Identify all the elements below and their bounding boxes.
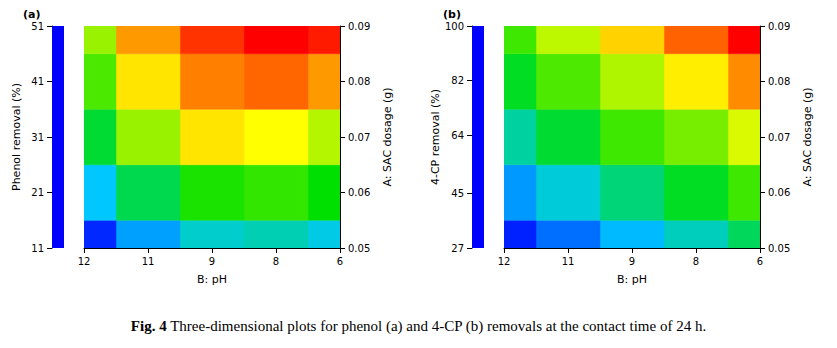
- svg-text:B: pH: B: pH: [617, 273, 647, 286]
- svg-text:9: 9: [209, 256, 215, 267]
- svg-text:0.08: 0.08: [768, 76, 790, 87]
- svg-text:4-CP removal (%): 4-CP removal (%): [429, 89, 442, 185]
- svg-text:6: 6: [337, 256, 343, 267]
- svg-text:31: 31: [31, 132, 44, 143]
- svg-text:A: SAC dosage (g): A: SAC dosage (g): [801, 87, 814, 186]
- svg-text:B: pH: B: pH: [197, 273, 227, 286]
- svg-text:0.06: 0.06: [768, 187, 790, 198]
- svg-text:0.08: 0.08: [348, 76, 370, 87]
- svg-text:6: 6: [757, 256, 763, 267]
- svg-text:9: 9: [629, 256, 635, 267]
- svg-text:(a): (a): [23, 8, 40, 21]
- html-text:Fig. 4 Three-dimensional plots: Fig. 4 Three-dimensional plots for pheno…: [130, 318, 707, 334]
- svg-text:21: 21: [31, 187, 44, 198]
- svg-text:100: 100: [445, 21, 464, 32]
- svg-text:(b): (b): [443, 8, 461, 21]
- svg-text:82: 82: [451, 75, 464, 86]
- svg-text:8: 8: [693, 256, 699, 267]
- svg-text:8: 8: [273, 256, 279, 267]
- svg-text:0.05: 0.05: [348, 243, 370, 254]
- svg-text:11: 11: [142, 256, 155, 267]
- svg-text:51: 51: [31, 21, 44, 32]
- svg-text:A: SAC dosage (g): A: SAC dosage (g): [381, 87, 394, 186]
- svg-text:11: 11: [562, 256, 575, 267]
- svg-text:0.09: 0.09: [348, 21, 370, 32]
- svg-text:0.06: 0.06: [348, 187, 370, 198]
- svg-text:12: 12: [498, 256, 511, 267]
- svg-text:0.09: 0.09: [768, 21, 790, 32]
- svg-text:12: 12: [78, 256, 91, 267]
- svg-text:0.05: 0.05: [768, 243, 790, 254]
- svg-text:45: 45: [451, 188, 464, 199]
- svg-text:0.07: 0.07: [768, 132, 790, 143]
- svg-text:Phenol removal (%): Phenol removal (%): [10, 83, 23, 191]
- svg-text:27: 27: [451, 243, 464, 254]
- svg-text:41: 41: [31, 76, 44, 87]
- svg-text:0.07: 0.07: [348, 132, 370, 143]
- svg-text:64: 64: [451, 130, 464, 141]
- svg-text:11: 11: [31, 243, 44, 254]
